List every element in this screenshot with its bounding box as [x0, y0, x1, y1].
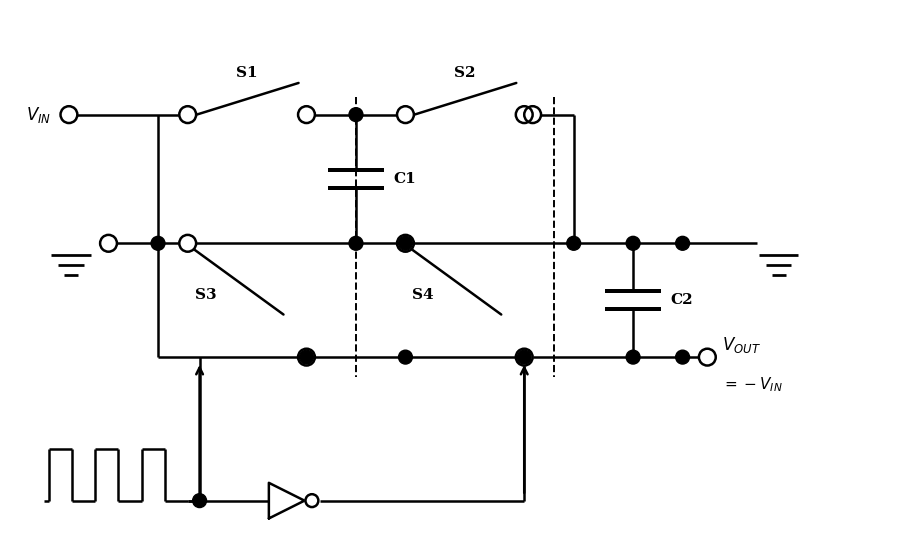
Text: $= -V_{IN}$: $= -V_{IN}$ — [722, 375, 783, 394]
Circle shape — [151, 236, 165, 250]
Circle shape — [515, 349, 533, 365]
Text: $V_{IN}$: $V_{IN}$ — [26, 105, 51, 125]
Text: S3: S3 — [195, 288, 216, 302]
Circle shape — [349, 236, 363, 250]
Circle shape — [305, 494, 319, 507]
Text: C1: C1 — [393, 172, 417, 186]
Circle shape — [397, 235, 414, 252]
Text: C2: C2 — [671, 293, 693, 307]
Circle shape — [193, 494, 207, 508]
Circle shape — [180, 106, 196, 123]
Circle shape — [675, 236, 690, 250]
Circle shape — [300, 350, 313, 364]
Circle shape — [399, 350, 412, 364]
Text: $V_{OUT}$: $V_{OUT}$ — [722, 335, 762, 355]
Text: S4: S4 — [412, 288, 434, 302]
Circle shape — [100, 235, 117, 252]
Circle shape — [60, 106, 77, 123]
Circle shape — [397, 106, 414, 123]
Circle shape — [675, 350, 690, 364]
Text: S1: S1 — [236, 66, 258, 80]
Circle shape — [515, 106, 533, 123]
Circle shape — [524, 106, 541, 123]
Circle shape — [626, 236, 640, 250]
Circle shape — [180, 235, 196, 252]
Circle shape — [517, 350, 531, 364]
Circle shape — [349, 108, 363, 122]
Circle shape — [298, 349, 315, 365]
Circle shape — [626, 350, 640, 364]
Circle shape — [399, 236, 412, 250]
Circle shape — [567, 236, 581, 250]
Circle shape — [699, 349, 716, 365]
Circle shape — [298, 106, 315, 123]
Text: S2: S2 — [454, 66, 476, 80]
